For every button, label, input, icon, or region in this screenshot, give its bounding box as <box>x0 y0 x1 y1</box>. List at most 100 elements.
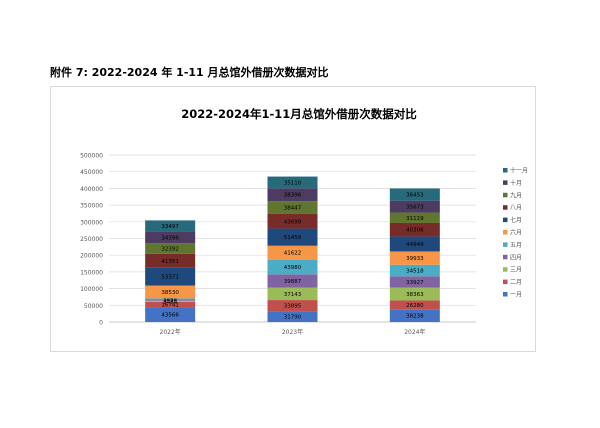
data-label: 31119 <box>406 216 424 222</box>
data-label: 3454 <box>163 297 177 303</box>
legend-label: 四月 <box>510 254 522 261</box>
legend-label: 二月 <box>510 279 522 286</box>
bar-segment <box>145 243 196 254</box>
y-tick-label: 150000 <box>80 269 103 276</box>
y-tick-label: 100000 <box>80 286 103 293</box>
legend-swatch <box>503 230 508 235</box>
bar-segment <box>267 228 318 246</box>
legend-swatch <box>503 217 508 223</box>
bar-segment <box>389 264 440 277</box>
data-label: 38396 <box>284 193 302 199</box>
data-label: 43699 <box>284 219 302 225</box>
bar-segment <box>267 176 318 189</box>
legend-label: 九月 <box>510 191 522 199</box>
y-tick-label: 300000 <box>80 219 103 226</box>
data-label: 33927 <box>406 280 424 286</box>
y-tick-label: 50000 <box>84 303 103 310</box>
data-label: 43566 <box>161 313 179 319</box>
bar-segment <box>389 222 440 237</box>
bar-segment <box>145 301 196 308</box>
bar-segment <box>389 300 440 310</box>
y-tick-label: 0 <box>99 320 103 327</box>
x-tick-label: 2023年 <box>282 328 303 336</box>
bar-segment <box>267 300 318 312</box>
bar-segment <box>267 213 318 229</box>
data-label: 41351 <box>161 259 179 265</box>
data-label: 36453 <box>406 193 424 199</box>
data-label: 38363 <box>406 292 424 298</box>
bar-segment <box>145 298 196 300</box>
y-tick-label: 500000 <box>80 153 103 160</box>
legend-swatch <box>503 205 508 210</box>
bar-segment <box>267 311 318 322</box>
bar-segment <box>145 299 196 301</box>
y-tick-label: 350000 <box>80 203 103 210</box>
bar-segment <box>389 212 440 223</box>
legend-swatch <box>503 180 508 185</box>
bar-segment <box>389 309 440 322</box>
data-label: 38447 <box>284 206 302 212</box>
data-label: 3454 <box>163 298 177 304</box>
y-tick-label: 250000 <box>80 236 103 243</box>
bar-segment <box>267 287 318 301</box>
data-label: 53371 <box>161 275 179 281</box>
document-caption: 附件 7: 2022-2024 年 1-11 月总馆外借册次数据对比 <box>50 66 329 79</box>
data-label: 33895 <box>284 304 302 310</box>
bar-segment <box>267 201 318 214</box>
x-tick-label: 2024年 <box>404 328 425 336</box>
data-label: 37143 <box>284 292 302 298</box>
bar-segment <box>389 200 440 213</box>
legend-label: 一月 <box>510 292 522 299</box>
legend-swatch <box>503 292 508 297</box>
data-label: 41622 <box>284 251 302 257</box>
y-tick-label: 200000 <box>80 253 103 260</box>
bar-segment <box>389 287 440 301</box>
legend-swatch <box>503 242 508 247</box>
bar-segment <box>389 251 440 265</box>
data-label: 43980 <box>284 265 302 271</box>
legend-label: 十一月 <box>510 167 528 175</box>
chart-title: 2022-2024年1-11月总馆外借册次数据对比 <box>181 107 417 121</box>
bar-segment <box>389 276 440 288</box>
data-label: 33497 <box>161 224 179 230</box>
data-label: 35673 <box>406 205 424 211</box>
bar-segment <box>267 245 318 260</box>
legend-label: 八月 <box>510 205 522 212</box>
legend-label: 六月 <box>510 229 522 237</box>
chart-frame: 2022-2024年1-11月总馆外借册次数据对比 0 50000 100000 150… <box>50 86 536 352</box>
legend-label: 十月 <box>510 179 522 187</box>
legend-label: 七月 <box>510 216 522 224</box>
bar-segment <box>145 307 196 322</box>
data-label: 16741 <box>161 303 179 309</box>
data-label: 3454 <box>163 299 177 305</box>
data-label: 38238 <box>406 314 424 320</box>
data-label: 39887 <box>284 279 302 285</box>
data-label: 40306 <box>406 228 424 234</box>
data-label: 39933 <box>406 256 424 262</box>
data-label: 31790 <box>284 315 302 321</box>
data-label: 44949 <box>406 242 424 248</box>
x-tick-label: 2022年 <box>160 328 181 336</box>
data-label: 38530 <box>161 290 179 296</box>
bar-segment <box>389 188 440 201</box>
bar-segment <box>267 274 318 288</box>
bar-segment <box>145 220 196 232</box>
legend-swatch <box>503 168 508 173</box>
legend-label: 五月 <box>510 242 522 249</box>
bar-segment <box>145 267 196 286</box>
bar-segment <box>145 231 196 244</box>
legend-swatch <box>503 267 508 272</box>
legend-swatch <box>503 279 508 285</box>
bar-segment <box>267 259 318 275</box>
bar-segment <box>267 188 318 202</box>
bar-segment <box>145 300 196 302</box>
bar-segment <box>145 285 196 299</box>
data-label: 34518 <box>406 269 424 275</box>
bar-segment <box>389 236 440 252</box>
legend-label: 三月 <box>510 267 522 274</box>
data-label: 51459 <box>284 235 302 241</box>
data-label: 26280 <box>406 303 424 309</box>
data-label: 35110 <box>284 180 302 186</box>
bar-segment <box>145 253 196 268</box>
data-label: 34396 <box>161 235 179 241</box>
